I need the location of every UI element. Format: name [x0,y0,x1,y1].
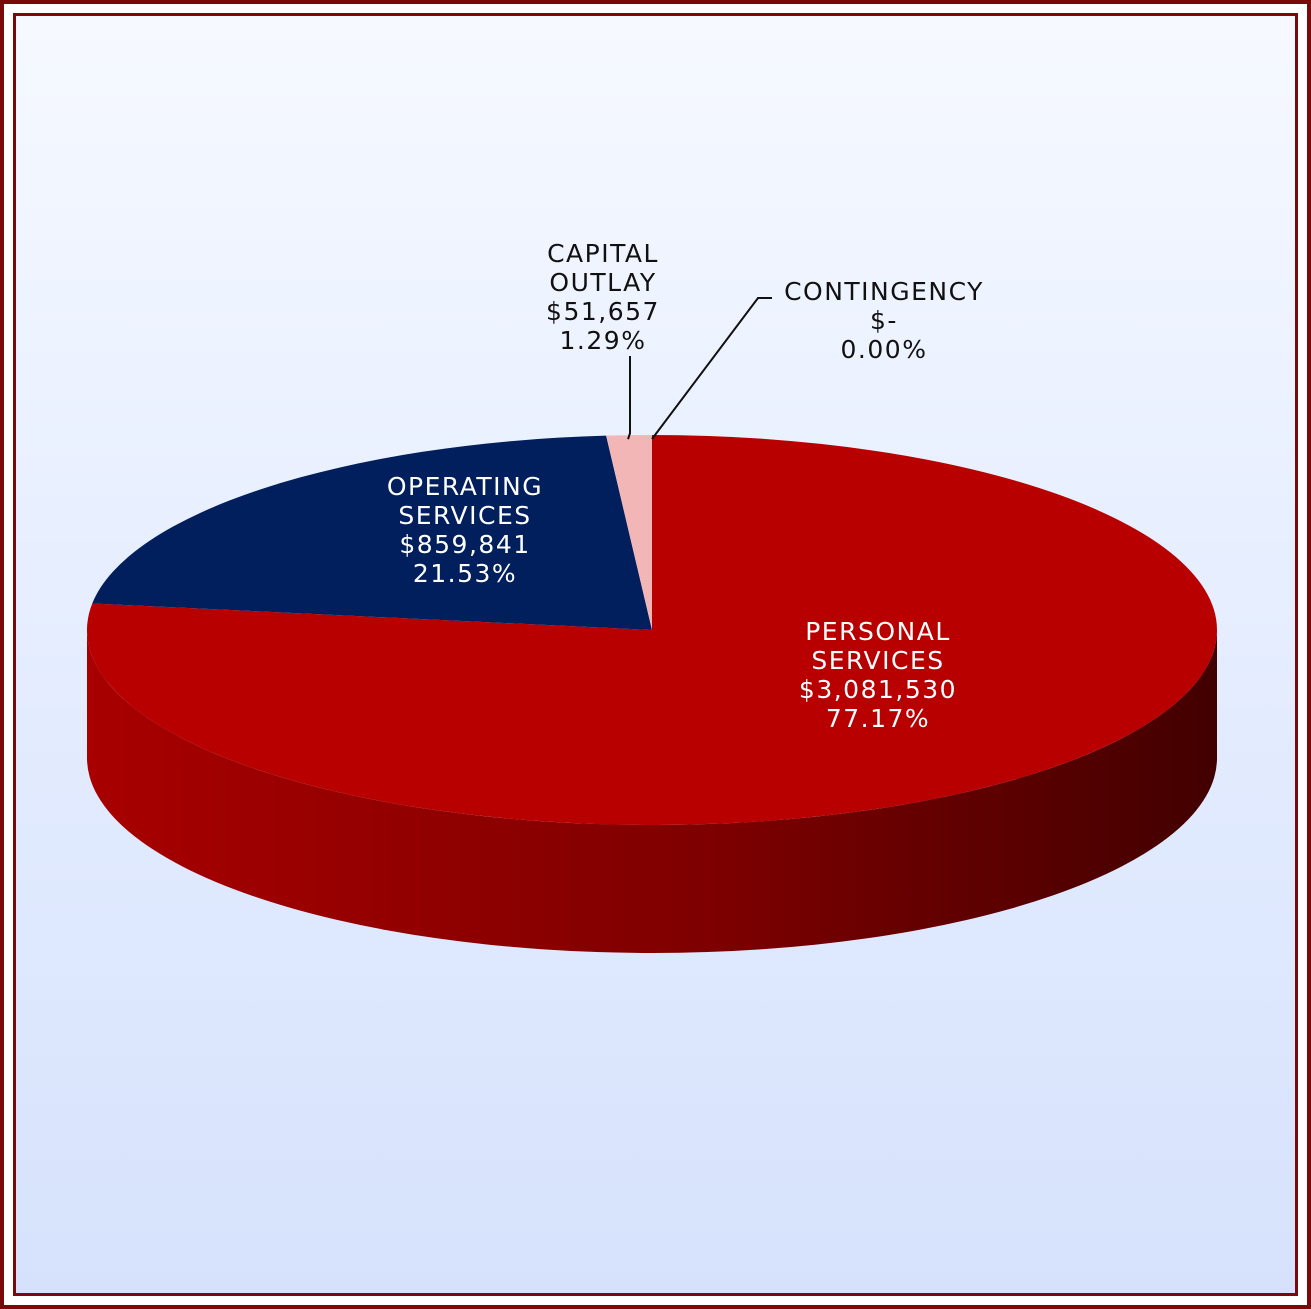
label-percent-personal: 77.17% [826,704,930,733]
leader-lines [627,297,772,440]
label-amount-capital: $51,657 [546,297,660,326]
label-line-capital: OUTLAY [549,268,656,297]
label-percent-operating: 21.53% [413,559,517,588]
label-line-personal: SERVICES [811,646,944,675]
label-percent-capital: 1.29% [560,326,647,355]
label-line-operating: SERVICES [398,501,531,530]
label-contingency: CONTINGENCY$-0.00% [784,277,984,364]
leader-line-contingency [651,297,772,440]
side-wall-personal [87,630,1217,953]
label-amount-personal: $3,081,530 [799,675,957,704]
label-line-operating: OPERATING [387,472,543,501]
pie-slices [87,435,1217,826]
label-amount-contingency: $- [870,306,898,335]
label-percent-contingency: 0.00% [841,335,928,364]
leader-line-capital [627,356,631,440]
slice-personal[interactable] [87,435,1217,826]
label-line-personal: PERSONAL [805,617,951,646]
pie-side-walls [87,630,1217,953]
data-labels: PERSONALSERVICES$3,081,53077.17%OPERATIN… [387,239,984,733]
label-amount-operating: $859,841 [399,530,530,559]
slice-operating[interactable] [92,435,652,630]
slice-capital[interactable] [606,435,652,630]
label-line-contingency: CONTINGENCY [784,277,984,306]
label-line-capital: CAPITAL [547,239,659,268]
